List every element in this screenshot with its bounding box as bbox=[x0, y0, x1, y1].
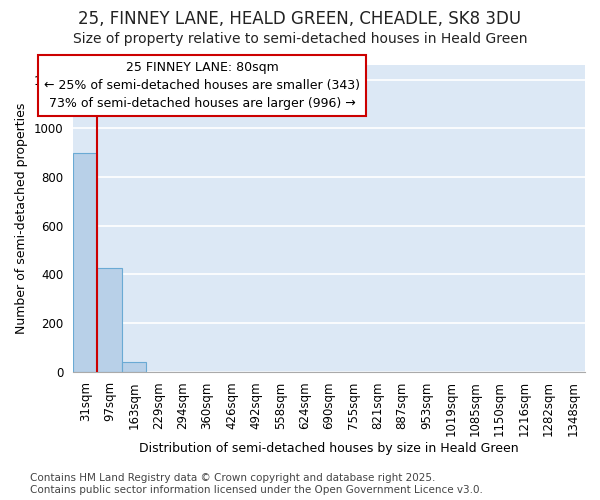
Y-axis label: Number of semi-detached properties: Number of semi-detached properties bbox=[15, 102, 28, 334]
Text: 25 FINNEY LANE: 80sqm
← 25% of semi-detached houses are smaller (343)
73% of sem: 25 FINNEY LANE: 80sqm ← 25% of semi-deta… bbox=[44, 61, 360, 110]
Text: 25, FINNEY LANE, HEALD GREEN, CHEADLE, SK8 3DU: 25, FINNEY LANE, HEALD GREEN, CHEADLE, S… bbox=[79, 10, 521, 28]
Text: Contains HM Land Registry data © Crown copyright and database right 2025.
Contai: Contains HM Land Registry data © Crown c… bbox=[30, 474, 483, 495]
Bar bbox=[122, 362, 146, 372]
Bar bbox=[97, 268, 122, 372]
Bar bbox=[73, 152, 97, 372]
Text: Size of property relative to semi-detached houses in Heald Green: Size of property relative to semi-detach… bbox=[73, 32, 527, 46]
X-axis label: Distribution of semi-detached houses by size in Heald Green: Distribution of semi-detached houses by … bbox=[139, 442, 519, 455]
